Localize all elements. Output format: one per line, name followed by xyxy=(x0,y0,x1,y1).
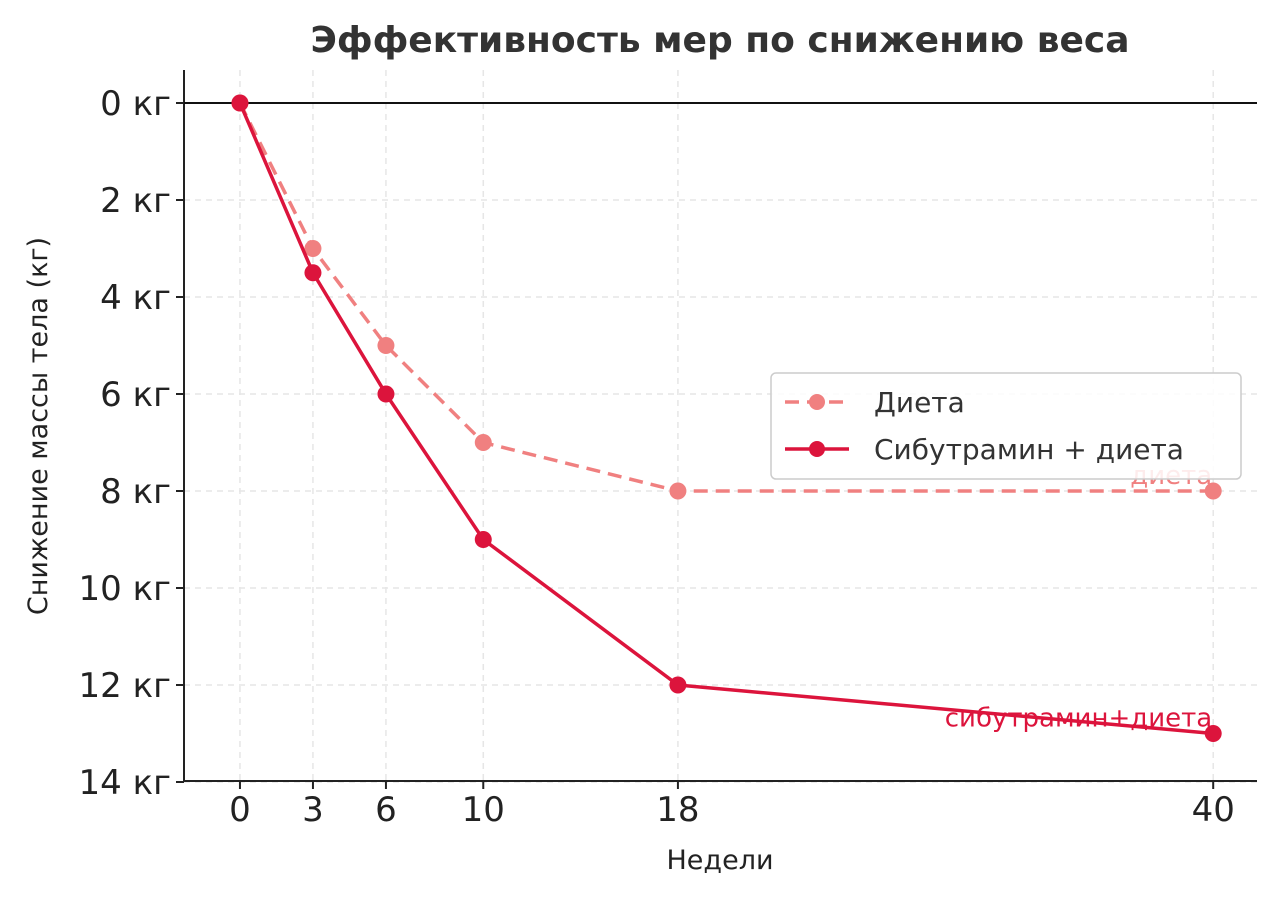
y-axis-label: Снижение массы тела (кг) xyxy=(23,237,54,615)
y-tick-label: 14 кг xyxy=(79,763,171,803)
data-point xyxy=(669,676,687,694)
annotations: диетасибутрамин+диета xyxy=(945,461,1212,734)
x-axis-label: Недели xyxy=(667,845,774,876)
data-point xyxy=(231,94,249,112)
data-point xyxy=(304,240,322,257)
data-point xyxy=(377,337,395,354)
y-tick-label: 8 кг xyxy=(100,472,171,512)
y-tick-label: 10 кг xyxy=(79,569,171,609)
legend-label-sibutramine: Сибутрамин + диета xyxy=(874,433,1184,466)
annotation-label: сибутрамин+диета xyxy=(945,704,1212,734)
x-tick-label: 40 xyxy=(1192,790,1235,830)
y-tick-label: 0 кг xyxy=(100,84,171,124)
x-tick-label: 10 xyxy=(462,790,505,830)
x-tick-label: 18 xyxy=(656,790,699,830)
tick-labels: 0 3 6 10 18 40 0 кг 2 кг 4 кг 6 кг 8 кг 10 кг 12 кг 1… xyxy=(79,84,1235,830)
data-point xyxy=(1204,482,1222,500)
series-layer xyxy=(231,94,1222,742)
x-tick-label: 6 xyxy=(375,790,397,830)
data-point xyxy=(669,482,687,500)
series-1 xyxy=(231,94,1222,742)
data-point xyxy=(377,385,395,403)
legend-swatch-sibutramine-marker xyxy=(809,441,825,457)
series-line-0 xyxy=(238,102,1214,493)
y-tick-label: 4 кг xyxy=(100,278,171,318)
data-point xyxy=(1204,725,1222,742)
legend-frame xyxy=(770,372,1242,480)
data-point xyxy=(474,531,492,548)
chart-title: Эффективность мер по снижению веса xyxy=(310,20,1129,61)
legend-label-diet: Диета xyxy=(874,386,965,419)
x-tick-label: 0 xyxy=(229,790,251,830)
legend-swatch-diet-marker xyxy=(809,394,825,410)
y-tick-label: 2 кг xyxy=(100,181,171,221)
data-point xyxy=(474,434,492,451)
legend: Диета Сибутрамин + диета xyxy=(770,372,1242,480)
y-tick-label: 6 кг xyxy=(100,375,171,415)
y-tick-label: 12 кг xyxy=(79,666,171,706)
x-tick-label: 3 xyxy=(302,790,324,830)
series-line-1 xyxy=(238,102,1214,736)
data-point xyxy=(304,264,322,282)
axes xyxy=(176,70,1257,789)
